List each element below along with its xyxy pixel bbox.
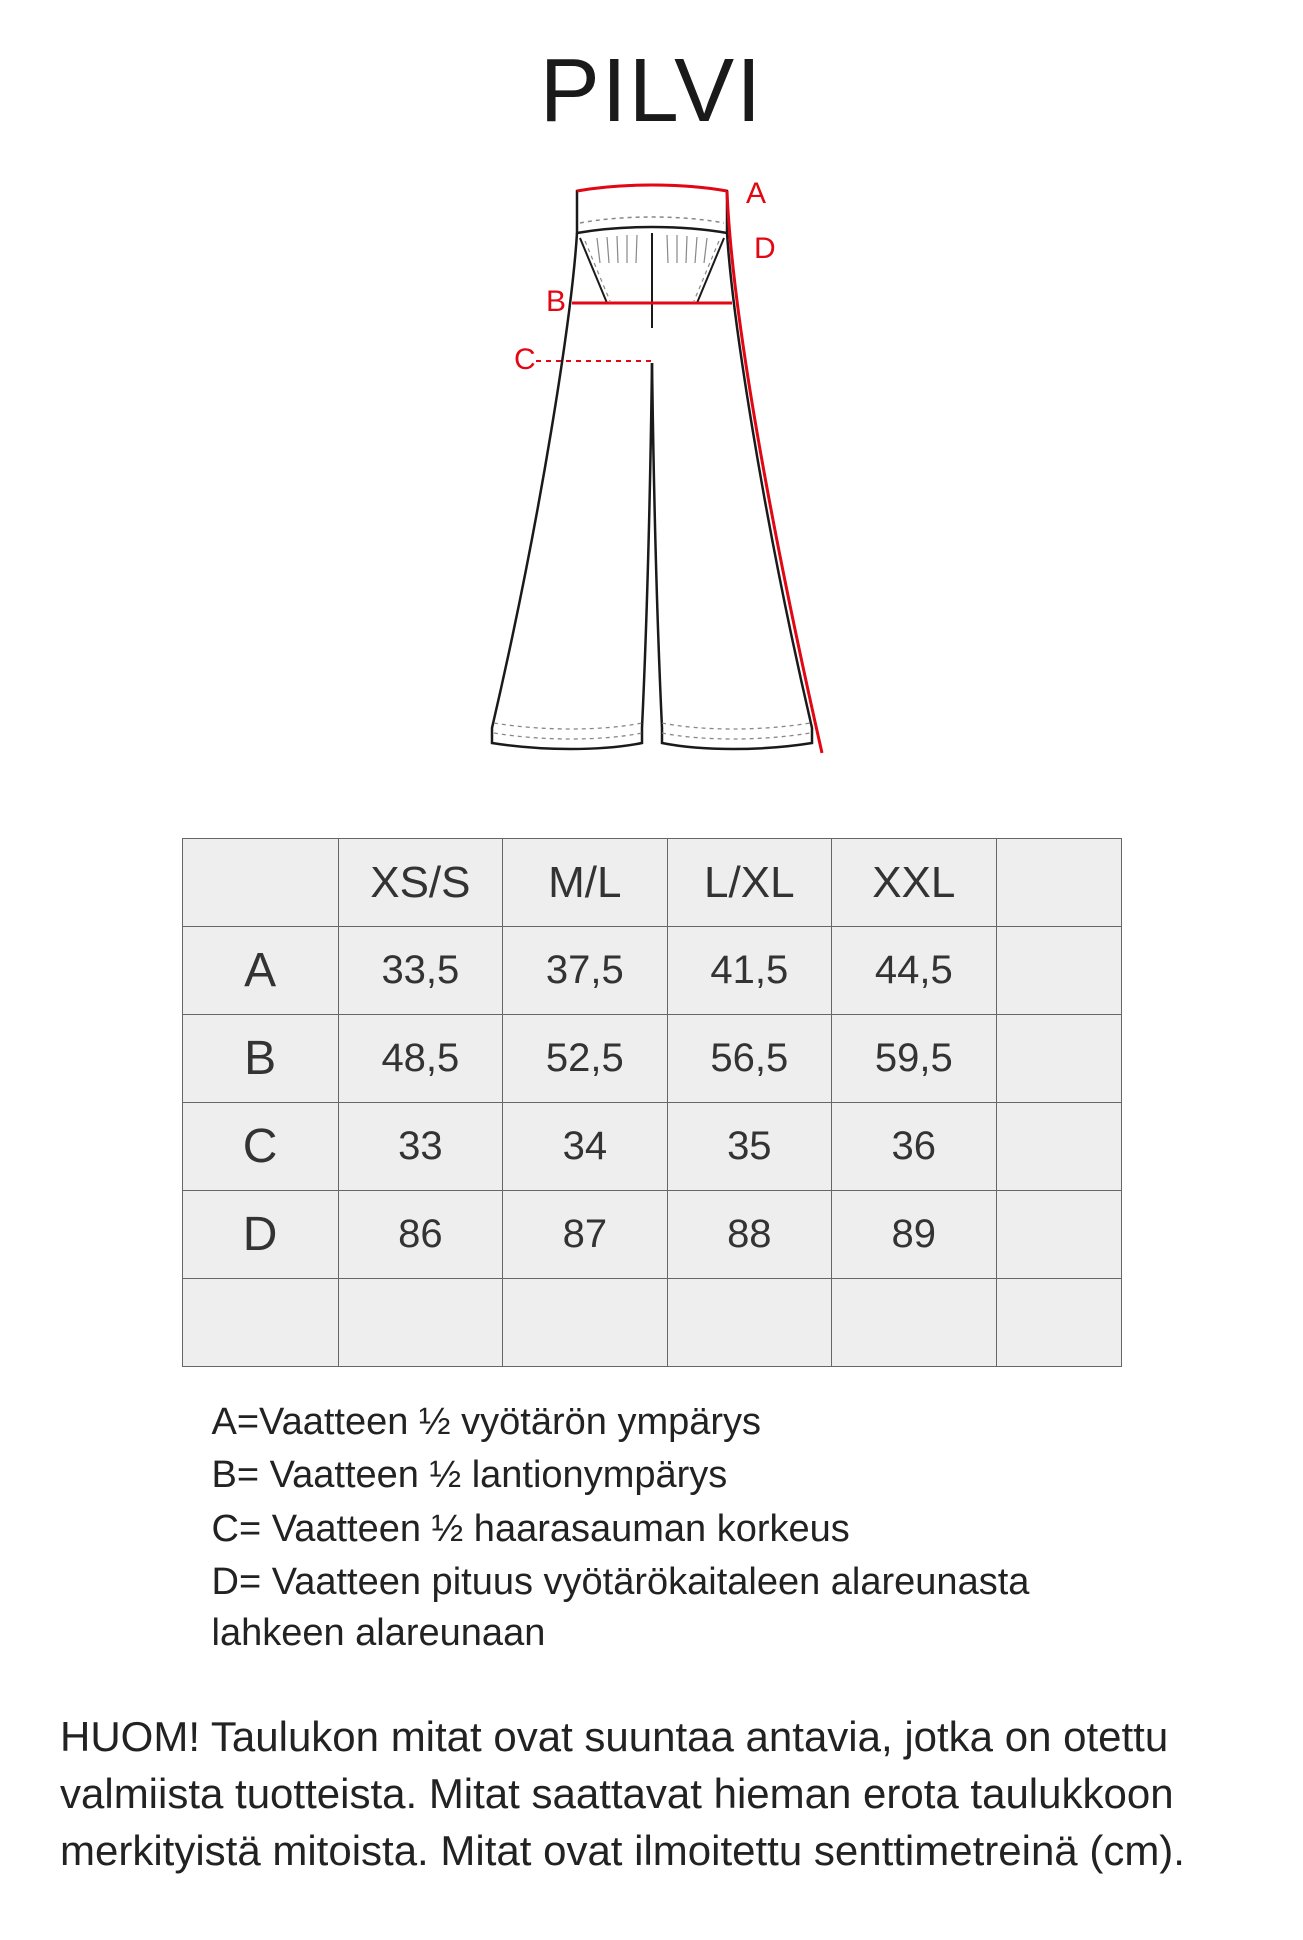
table-row: A 33,5 37,5 41,5 44,5 xyxy=(182,927,1121,1015)
cell xyxy=(996,1103,1121,1191)
cell xyxy=(996,1279,1121,1367)
header-xs-s: XS/S xyxy=(338,839,502,927)
cell: 33 xyxy=(338,1103,502,1191)
legend-c: C= Vaatteen ½ haarasauman korkeus xyxy=(212,1504,1092,1555)
header-m-l: M/L xyxy=(503,839,667,927)
size-chart-document: PILVI xyxy=(0,0,1303,1940)
cell xyxy=(996,1015,1121,1103)
legend-d: D= Vaatteen pituus vyötärökaitaleen alar… xyxy=(212,1557,1092,1660)
measurement-legend: A=Vaatteen ½ vyötärön ympärys B= Vaattee… xyxy=(212,1397,1092,1659)
cell: 56,5 xyxy=(667,1015,831,1103)
cell: 34 xyxy=(503,1103,667,1191)
cell: 35 xyxy=(667,1103,831,1191)
cell: 37,5 xyxy=(503,927,667,1015)
cell xyxy=(338,1279,502,1367)
cell xyxy=(832,1279,996,1367)
table-header-row: XS/S M/L L/XL XXL xyxy=(182,839,1121,927)
cell xyxy=(667,1279,831,1367)
cell: 88 xyxy=(667,1191,831,1279)
header-empty-end xyxy=(996,839,1121,927)
size-table: XS/S M/L L/XL XXL A 33,5 37,5 41,5 44,5 … xyxy=(182,838,1122,1367)
garment-diagram: A D B C xyxy=(60,163,1243,788)
row-label-c: C xyxy=(182,1103,338,1191)
cell xyxy=(996,1191,1121,1279)
row-label-b: B xyxy=(182,1015,338,1103)
pants-diagram-svg: A D B C xyxy=(422,163,882,783)
table-row: C 33 34 35 36 xyxy=(182,1103,1121,1191)
legend-b: B= Vaatteen ½ lantionympärys xyxy=(212,1450,1092,1501)
table-row: B 48,5 52,5 56,5 59,5 xyxy=(182,1015,1121,1103)
cell: 36 xyxy=(832,1103,996,1191)
header-l-xl: L/XL xyxy=(667,839,831,927)
cell xyxy=(182,1279,338,1367)
table-row: D 86 87 88 89 xyxy=(182,1191,1121,1279)
cell: 59,5 xyxy=(832,1015,996,1103)
disclaimer-note: HUOM! Taulukon mitat ovat suuntaa antavi… xyxy=(60,1709,1243,1879)
row-label-d: D xyxy=(182,1191,338,1279)
legend-a: A=Vaatteen ½ vyötärön ympärys xyxy=(212,1397,1092,1448)
cell: 41,5 xyxy=(667,927,831,1015)
diagram-label-c: C xyxy=(514,343,536,376)
product-title: PILVI xyxy=(60,40,1243,143)
cell: 44,5 xyxy=(832,927,996,1015)
diagram-label-d: D xyxy=(754,232,776,265)
cell xyxy=(503,1279,667,1367)
header-empty xyxy=(182,839,338,927)
row-label-a: A xyxy=(182,927,338,1015)
table-row-empty xyxy=(182,1279,1121,1367)
cell: 87 xyxy=(503,1191,667,1279)
header-xxl: XXL xyxy=(832,839,996,927)
cell xyxy=(996,927,1121,1015)
diagram-label-a: A xyxy=(746,177,766,210)
diagram-label-b: B xyxy=(546,285,566,318)
cell: 48,5 xyxy=(338,1015,502,1103)
cell: 52,5 xyxy=(503,1015,667,1103)
cell: 89 xyxy=(832,1191,996,1279)
cell: 86 xyxy=(338,1191,502,1279)
cell: 33,5 xyxy=(338,927,502,1015)
